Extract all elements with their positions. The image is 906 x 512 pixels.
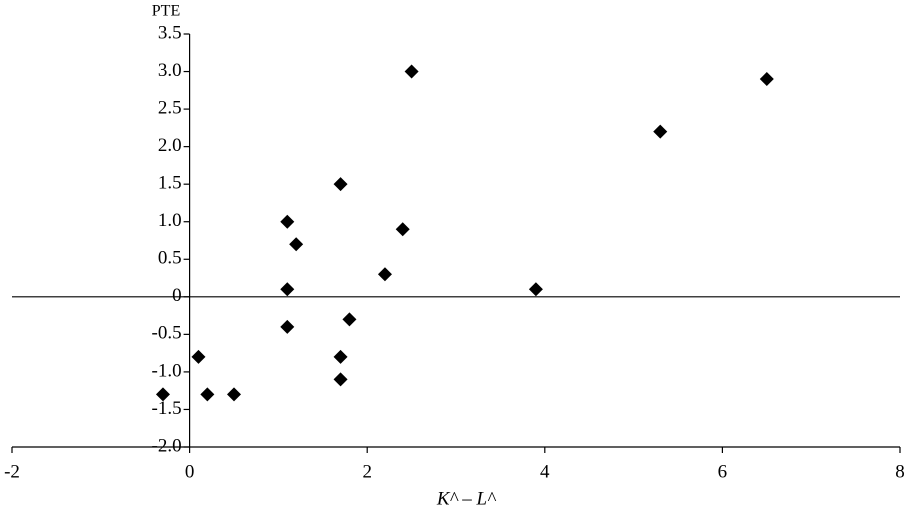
y-tick-label: 3.5 <box>158 22 182 43</box>
point <box>191 349 206 364</box>
y-tick-label: 2.0 <box>158 135 182 156</box>
y-tick-label: 2.5 <box>158 97 182 118</box>
point <box>333 349 348 364</box>
point <box>653 124 668 139</box>
x-axis-label: K^ – L^ <box>436 488 497 509</box>
y-tick-label: -1.5 <box>152 398 182 419</box>
x-tick-label: 4 <box>540 461 550 482</box>
point <box>759 72 774 87</box>
y-tick-label: 1.0 <box>158 210 182 231</box>
point <box>404 64 419 79</box>
y-tick-label: -1.0 <box>152 360 182 381</box>
y-tick-label: 1.5 <box>158 173 182 194</box>
point <box>280 319 295 334</box>
x-tick-label: 8 <box>895 461 905 482</box>
point <box>280 214 295 229</box>
point <box>528 282 543 297</box>
x-tick-label: 2 <box>362 461 372 482</box>
y-tick-label: 3.0 <box>158 60 182 81</box>
point <box>155 387 170 402</box>
point <box>289 237 304 252</box>
point <box>280 282 295 297</box>
x-tick-label: 6 <box>718 461 728 482</box>
x-tick-label: 0 <box>185 461 195 482</box>
x-tick-label: -2 <box>4 461 20 482</box>
point <box>333 177 348 192</box>
point <box>342 312 357 327</box>
y-tick-label: -0.5 <box>152 323 182 344</box>
y-axis-label: PTE <box>152 3 180 20</box>
point <box>377 267 392 282</box>
point <box>227 387 241 402</box>
point <box>333 372 348 387</box>
point <box>200 387 215 402</box>
y-tick-label: 0 <box>172 285 182 306</box>
y-tick-label: 0.5 <box>158 248 182 269</box>
point <box>395 222 410 237</box>
y-tick-label: -2.0 <box>152 435 182 456</box>
